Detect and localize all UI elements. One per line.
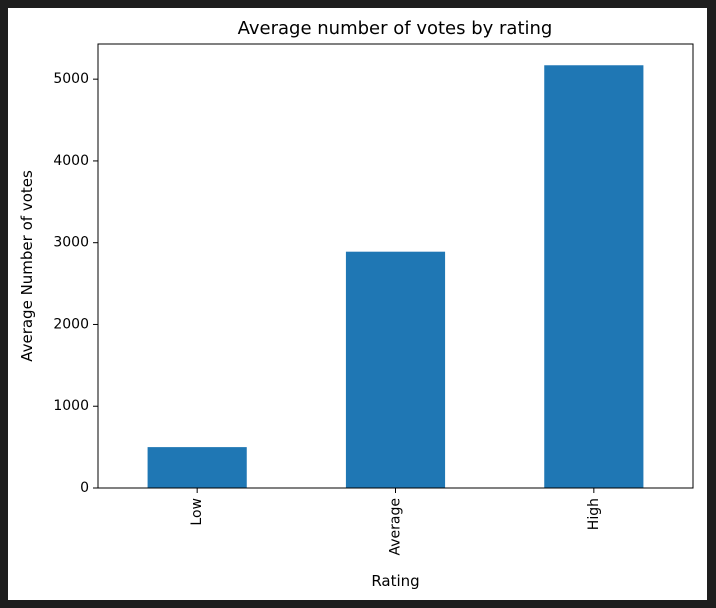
y-tick-label: 3000 — [53, 235, 89, 251]
x-tick-label: Average — [388, 498, 404, 556]
y-tick-label: 4000 — [53, 153, 89, 169]
bar-low — [147, 447, 247, 488]
bar-high — [544, 65, 644, 488]
y-tick-label: 1000 — [53, 398, 89, 414]
y-axis: 0 1000 2000 3000 4000 5000 — [53, 71, 98, 496]
bars-layer — [147, 65, 644, 488]
bar-chart: Average number of votes by rating 0 1000 2… — [18, 18, 694, 590]
y-axis-label: Average Number of votes — [18, 170, 36, 362]
y-tick-label: 0 — [80, 480, 89, 496]
y-tick-label: 2000 — [53, 316, 89, 332]
x-axis-label: Rating — [371, 572, 419, 590]
x-tick-label: Low — [189, 498, 205, 526]
chart-figure: Average number of votes by rating 0 1000 2… — [8, 8, 707, 600]
x-tick-label: High — [586, 498, 602, 530]
bar-average — [345, 251, 446, 488]
x-axis: Low Average High — [189, 488, 602, 556]
chart-title: Average number of votes by rating — [238, 18, 553, 39]
y-tick-label: 5000 — [53, 71, 89, 87]
plot-frame — [97, 43, 694, 489]
